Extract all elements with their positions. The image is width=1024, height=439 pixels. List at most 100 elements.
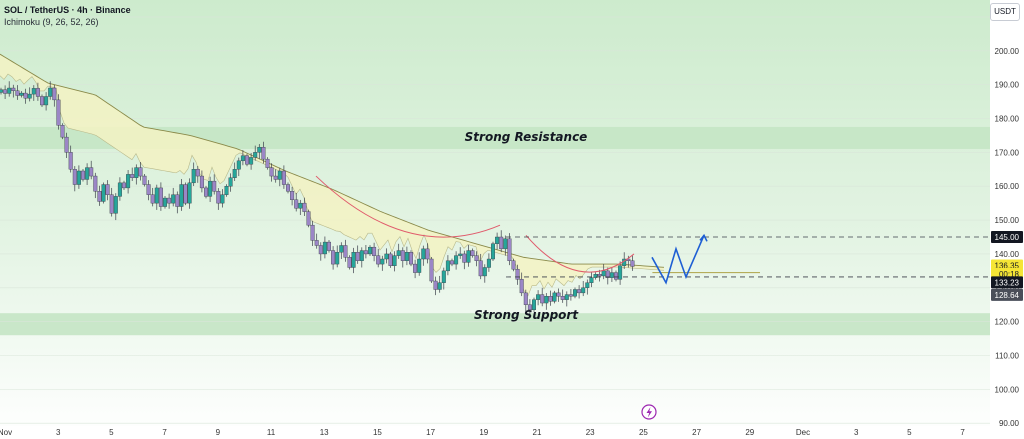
candle xyxy=(450,258,455,267)
candle xyxy=(302,197,307,217)
candle xyxy=(265,157,270,170)
candle-body xyxy=(380,258,385,265)
candle xyxy=(146,180,151,201)
price-tick: 160.00 xyxy=(995,182,1020,191)
price-tick: 90.00 xyxy=(999,419,1020,428)
candle-body xyxy=(585,282,590,288)
candle xyxy=(568,288,573,301)
candle-body xyxy=(577,289,582,294)
candle-body xyxy=(351,252,356,268)
candle-body xyxy=(548,296,553,302)
time-tick: 29 xyxy=(745,428,754,437)
candle xyxy=(384,248,389,264)
candle-body xyxy=(327,241,332,251)
candle-body xyxy=(523,292,528,305)
candle xyxy=(482,264,487,283)
time-tick: 5 xyxy=(109,428,114,437)
zone-0 xyxy=(0,126,990,149)
candle xyxy=(212,174,217,195)
price-tick: 150.00 xyxy=(995,216,1020,225)
candle-body xyxy=(614,272,619,280)
candle xyxy=(556,288,561,302)
time-tick: Nov xyxy=(0,428,12,437)
candle xyxy=(121,180,126,190)
candle xyxy=(523,289,528,312)
candle xyxy=(15,85,20,100)
candle-body xyxy=(573,289,578,297)
candle-body xyxy=(126,174,131,189)
time-tick: 3 xyxy=(854,428,859,437)
projection-arrow xyxy=(651,234,705,285)
candle xyxy=(339,242,344,260)
candle-body xyxy=(429,258,434,282)
candle xyxy=(261,141,266,164)
candle xyxy=(396,243,401,259)
price-axis[interactable]: 90.00100.00110.00120.00130.00140.00150.0… xyxy=(990,0,1024,439)
candle xyxy=(286,182,291,194)
rounding-curve-1 xyxy=(315,175,501,238)
candle xyxy=(76,165,81,189)
candle-body xyxy=(540,294,545,304)
candle xyxy=(183,182,188,206)
candle xyxy=(618,261,623,285)
price-tick: 180.00 xyxy=(995,115,1020,124)
candle-body xyxy=(499,236,504,250)
candle-body xyxy=(113,196,118,214)
candle-body xyxy=(80,170,85,180)
candle-body xyxy=(605,270,610,278)
candle-body xyxy=(445,260,450,272)
candle xyxy=(101,182,106,204)
time-tick: Dec xyxy=(796,428,810,437)
candle-body xyxy=(450,260,455,265)
candle xyxy=(220,189,225,208)
candle xyxy=(409,250,414,267)
candle xyxy=(310,220,315,246)
candle xyxy=(236,157,241,177)
candle-body xyxy=(376,255,381,265)
indicator-label[interactable]: Ichimoku (9, 26, 52, 26) xyxy=(4,17,99,27)
candle xyxy=(454,251,459,270)
candle xyxy=(138,162,143,181)
candle xyxy=(573,287,578,299)
candle xyxy=(253,145,258,161)
candle-body xyxy=(183,184,188,204)
candle-body xyxy=(158,187,163,207)
candle xyxy=(35,82,40,101)
candle-body xyxy=(486,258,491,268)
candle xyxy=(359,247,364,268)
time-axis[interactable]: Nov 3 5 7 9 11 13 15 17 19 21 23 25 27 29 Dec 3 5 7 xyxy=(0,426,990,439)
candle xyxy=(380,255,385,271)
candle xyxy=(388,251,393,268)
candle-body xyxy=(257,147,262,153)
candle xyxy=(89,160,94,180)
candle xyxy=(48,81,53,100)
candle-body xyxy=(203,187,208,197)
candle-body xyxy=(60,125,65,138)
candle-body xyxy=(40,96,45,106)
time-axis-bg xyxy=(0,426,990,439)
candle-body xyxy=(314,240,319,246)
candle-body xyxy=(216,191,221,204)
candle xyxy=(392,251,397,272)
candle xyxy=(109,187,114,217)
candle-body xyxy=(519,279,524,294)
candle-body xyxy=(23,92,28,99)
candle-body xyxy=(630,260,635,267)
candle xyxy=(191,162,196,187)
time-tick: 17 xyxy=(426,428,435,437)
lightning-icon[interactable] xyxy=(641,404,657,420)
price-tick: 110.00 xyxy=(995,352,1019,361)
candle-body xyxy=(134,167,139,178)
candle xyxy=(0,87,3,95)
candle-body xyxy=(286,184,291,192)
candle-body xyxy=(581,287,586,294)
candle xyxy=(372,242,377,262)
currency-button[interactable]: USDT xyxy=(990,3,1020,21)
candle xyxy=(97,185,102,206)
candle xyxy=(257,144,262,160)
candle xyxy=(3,85,8,100)
candle-body xyxy=(527,304,532,311)
candle-body xyxy=(3,89,8,94)
price-label-bg xyxy=(991,231,1023,244)
